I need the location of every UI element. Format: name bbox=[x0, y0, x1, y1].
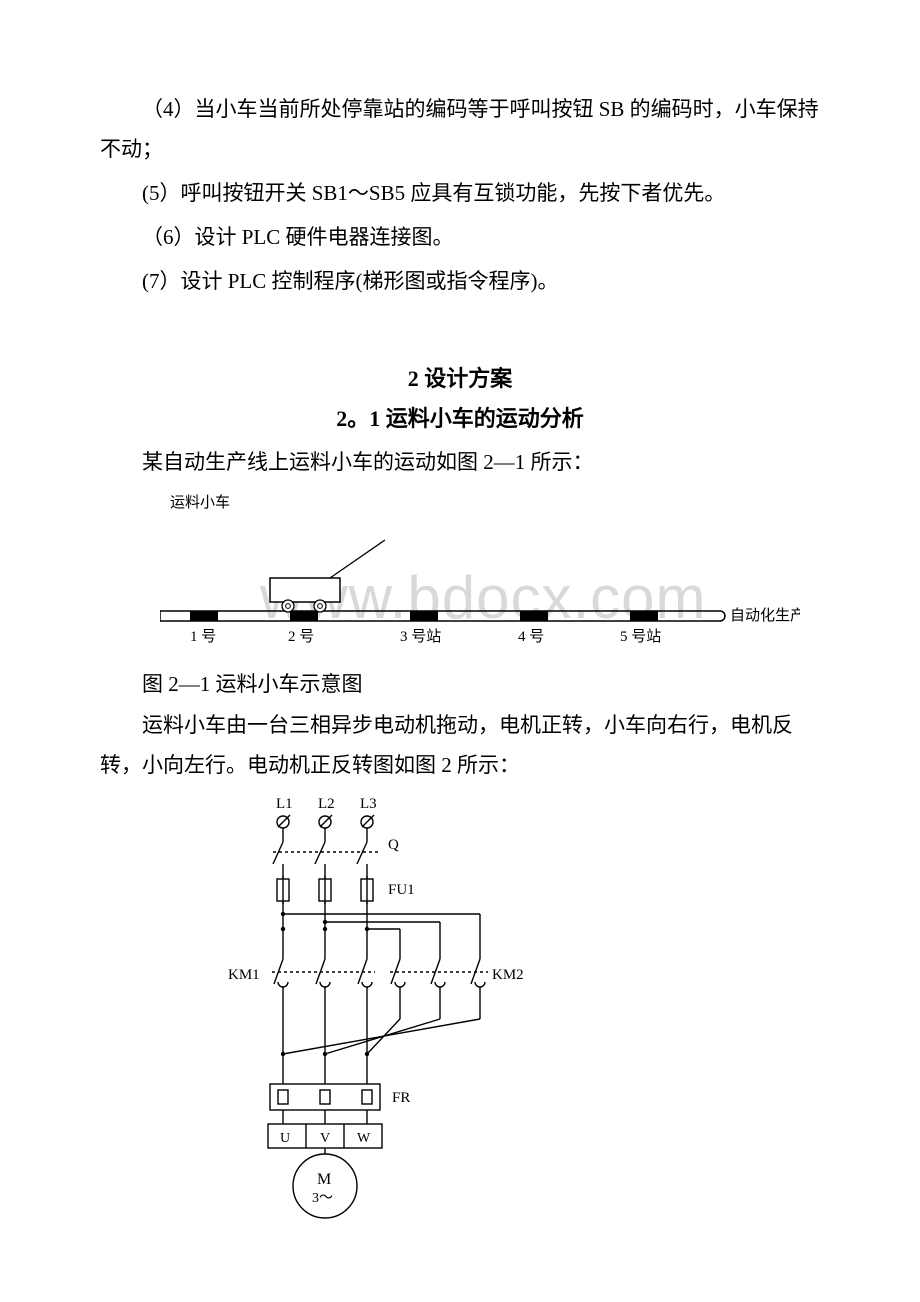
figure-1-title-label: 运料小车 bbox=[170, 491, 820, 512]
label-L1: L1 bbox=[276, 796, 293, 812]
figure-2-motor-circuit: L1 L2 L3 bbox=[180, 794, 820, 1224]
label-3phase: 3～ bbox=[312, 1191, 333, 1206]
figure-1-cart-track: 运料小车 www.bdocx.com bbox=[160, 491, 820, 658]
paragraph-item-5: (5）呼叫按钮开关 SB1～SB5 应具有互锁功能，先按下者优先。 bbox=[100, 174, 820, 214]
paragraph-item-6: （6）设计 PLC 硬件电器连接图。 bbox=[100, 218, 820, 258]
label-L2: L2 bbox=[318, 796, 335, 812]
terminal-icon bbox=[277, 815, 290, 828]
station-label-1: 1 号 bbox=[190, 629, 216, 645]
station-label-3: 3 号站 bbox=[400, 628, 441, 645]
heading-section-2: 2 设计方案 bbox=[100, 361, 820, 393]
paragraph-item-7: (7）设计 PLC 控制程序(梯形图或指令程序)。 bbox=[100, 262, 820, 302]
station-label-5: 5 号站 bbox=[620, 628, 661, 645]
paragraph-intro-fig1: 某自动生产线上运料小车的运动如图 2—1 所示： bbox=[100, 443, 820, 483]
label-M: M bbox=[317, 1171, 331, 1188]
label-W: W bbox=[357, 1131, 371, 1146]
label-Q: Q bbox=[388, 837, 399, 853]
station-label-4: 4 号 bbox=[518, 629, 544, 645]
paragraph-item-4: （4）当小车当前所处停靠站的编码等于呼叫按钮 SB 的编码时，小车保持不动； bbox=[100, 90, 820, 170]
figure-1-right-label: 自动化生产 bbox=[730, 607, 800, 624]
station-label-2: 2 号 bbox=[288, 629, 314, 645]
label-L3: L3 bbox=[360, 796, 377, 812]
label-U: U bbox=[280, 1131, 290, 1146]
label-FU1: FU1 bbox=[388, 882, 415, 898]
figure-2-svg: L1 L2 L3 bbox=[180, 794, 540, 1224]
label-KM2: KM2 bbox=[492, 967, 524, 983]
contactor-km1-icon bbox=[272, 959, 375, 1019]
figure-1-svg: www.bdocx.com 1 号 2 号 bbox=[160, 518, 800, 658]
label-FR: FR bbox=[392, 1090, 410, 1106]
document-page: （4）当小车当前所处停靠站的编码等于呼叫按钮 SB 的编码时，小车保持不动； (… bbox=[0, 0, 920, 1272]
heading-section-2-1: 2。1 运料小车的运动分析 bbox=[100, 401, 820, 433]
label-KM1: KM1 bbox=[228, 967, 260, 983]
paragraph-motor: 运料小车由一台三相异步电动机拖动，电机正转，小车向右行，电机反转，小向左行。电动… bbox=[100, 706, 820, 786]
label-V: V bbox=[320, 1131, 330, 1146]
contactor-km2-icon bbox=[390, 959, 488, 1019]
figure-1-caption: 图 2—1 运料小车示意图 bbox=[100, 668, 820, 698]
